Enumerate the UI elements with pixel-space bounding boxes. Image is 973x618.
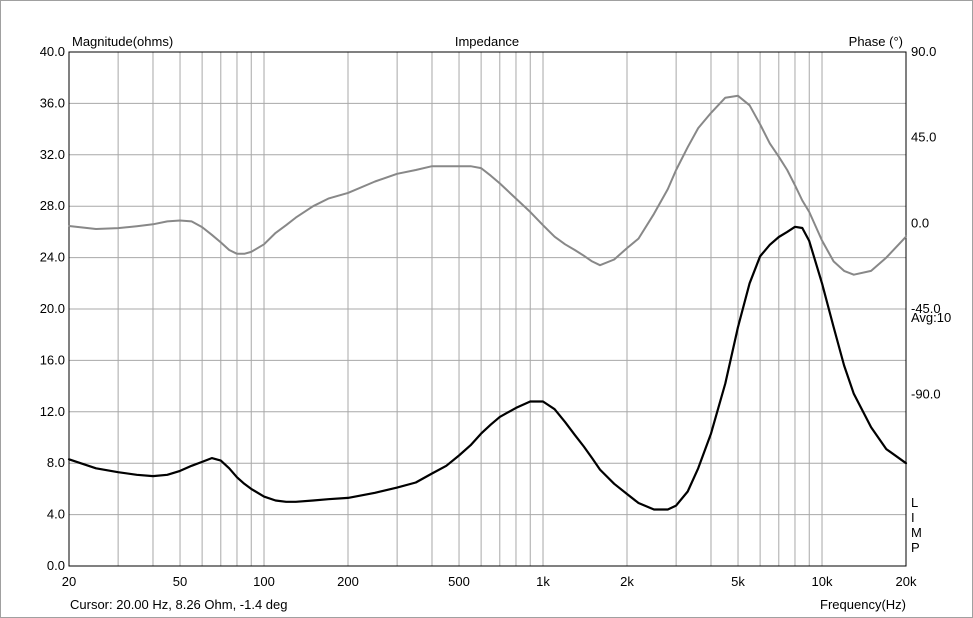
x-tick-label: 2k [620,574,634,589]
tick-labels: 20 50 100 200 500 1k 2k 5k 10k 20k 0.0 4.0 8.0 12.0 16… [40,44,941,589]
y-right-tick-label: -90.0 [911,387,941,402]
x-tick-label: 20 [62,574,76,589]
y-left-tick-label: 4.0 [47,507,65,522]
x-axis-label: Frequency(Hz) [820,597,906,612]
x-tick-label: 1k [536,574,550,589]
y-left-tick-label: 36.0 [40,95,65,110]
limp-letter: L [911,495,918,510]
y-right-tick-label: 0.0 [911,215,929,230]
y-left-tick-label: 0.0 [47,558,65,573]
x-tick-label: 200 [337,574,359,589]
right-axis-label: Phase (°) [849,34,903,49]
y-right-tick-label: -45.0 [911,301,941,316]
limp-letter: P [911,540,920,555]
y-left-tick-label: 16.0 [40,352,65,367]
left-axis-label: Magnitude(ohms) [72,34,173,49]
avg-annotation: Avg:10 [911,310,951,325]
y-left-tick-label: 32.0 [40,147,65,162]
magnitude-line [67,225,908,511]
x-tick-label: 50 [173,574,187,589]
y-left-tick-label: 8.0 [47,455,65,470]
x-tick-label: 500 [448,574,470,589]
grid [69,52,906,566]
y-left-tick-label: 24.0 [40,250,65,265]
y-left-tick-label: 12.0 [40,404,65,419]
limp-letter: M [911,525,922,540]
series-group [67,94,908,511]
x-tick-label: 5k [731,574,745,589]
labels-group: Magnitude(ohms) Impedance Phase (°) Freq… [70,34,951,612]
x-tick-label: 10k [812,574,833,589]
y-right-tick-label: 90.0 [911,44,936,59]
phase-line [68,94,907,276]
cursor-readout: Cursor: 20.00 Hz, 8.26 Ohm, -1.4 deg [70,597,288,612]
limp-letter: I [911,510,915,525]
plot-border [68,51,907,567]
y-left-tick-label: 28.0 [40,198,65,213]
y-left-tick-label: 40.0 [40,44,65,59]
y-left-tick-label: 20.0 [40,301,65,316]
x-tick-label: 100 [253,574,275,589]
y-right-tick-label: 45.0 [911,130,936,145]
chart-title: Impedance [455,34,519,49]
x-tick-label: 20k [896,574,917,589]
